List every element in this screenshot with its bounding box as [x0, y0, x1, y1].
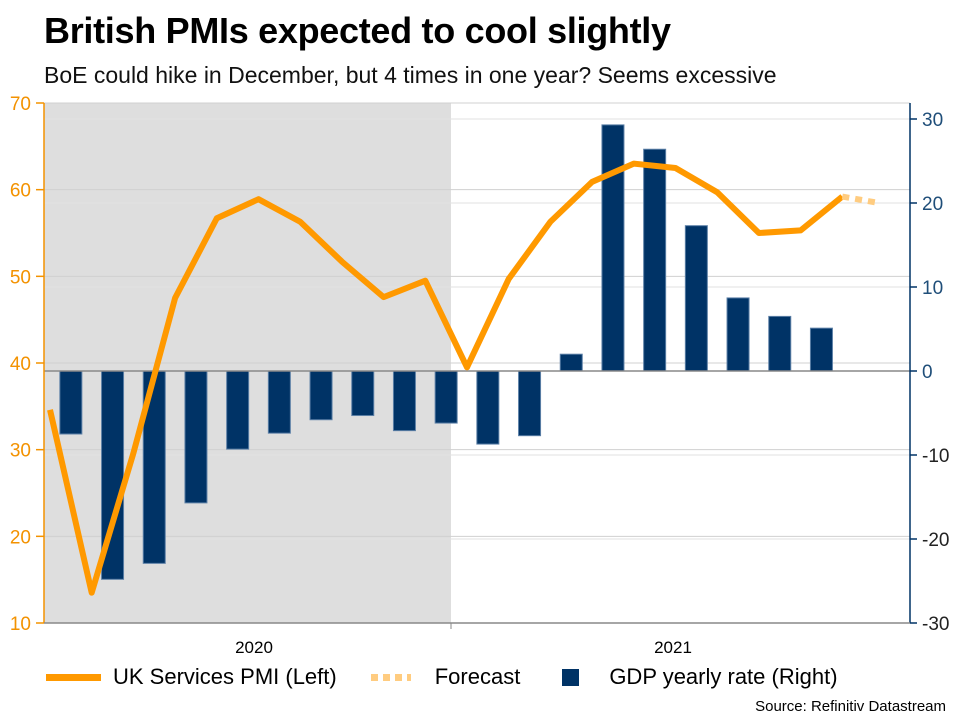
gdp-bar — [809, 327, 833, 372]
legend-swatch-gdp — [562, 668, 580, 686]
forecast-line — [841, 193, 878, 206]
legend-label-pmi: UK Services PMI (Left) — [113, 664, 337, 689]
right-tick-label: 0 — [922, 362, 933, 383]
gdp-bar — [726, 297, 750, 372]
gdp-bar — [768, 315, 792, 372]
right-tick-label: -10 — [922, 446, 949, 467]
x-axis: 2020 2021 — [44, 622, 910, 657]
gdp-bar — [59, 370, 83, 435]
legend-label-forecast: Forecast — [434, 664, 521, 689]
left-tick-label: 50 — [10, 267, 31, 288]
right-tick-label: 10 — [922, 278, 943, 299]
legend-item-pmi: UK Services PMI (Left) — [46, 664, 337, 690]
gdp-bar — [392, 370, 416, 432]
x-tick-label: 2020 — [235, 638, 273, 657]
gdp-bar — [226, 370, 250, 450]
left-tick-label: 70 — [10, 94, 31, 115]
gdp-bar — [267, 370, 291, 434]
left-tick-label: 20 — [10, 527, 31, 548]
gdp-bar — [476, 370, 500, 445]
legend-item-gdp: GDP yearly rate (Right) — [554, 664, 838, 690]
legend-swatch-forecast — [370, 673, 411, 681]
x-tick-label: 2021 — [654, 638, 692, 657]
right-tick-label: 20 — [922, 194, 943, 215]
legend-item-forecast: Forecast — [370, 664, 521, 690]
right-tick-label: -30 — [922, 614, 949, 635]
legend-label-gdp: GDP yearly rate (Right) — [609, 664, 838, 689]
pmi-line — [47, 160, 845, 596]
source-note: Source: Refinitiv Datastream — [755, 698, 946, 715]
gdp-bar — [184, 370, 208, 504]
left-tick-label: 10 — [10, 614, 31, 635]
left-axis: 10 20 30 40 50 60 70 — [10, 94, 45, 635]
gdp-bar — [434, 370, 458, 424]
gdp-bar — [309, 370, 333, 421]
gdp-bar — [684, 225, 708, 372]
gdp-bar — [518, 370, 542, 437]
left-tick-label: 60 — [10, 181, 31, 202]
gdp-bar — [643, 148, 667, 372]
pmi-points — [49, 163, 843, 593]
left-tick-label: 40 — [10, 354, 31, 375]
legend: UK Services PMI (Left) Forecast GDP year… — [46, 664, 872, 690]
gdp-bar — [601, 124, 625, 372]
gdp-bar — [559, 353, 583, 372]
left-tick-label: 30 — [10, 441, 31, 462]
right-tick-label: 30 — [922, 110, 943, 131]
chart-subtitle: BoE could hike in December, but 4 times … — [44, 62, 777, 88]
right-tick-label: -20 — [922, 530, 949, 551]
chart-title: British PMIs expected to cool slightly — [44, 10, 671, 51]
gdp-bar — [351, 370, 375, 417]
right-axis: -30 -20 -10 0 10 20 30 — [909, 103, 949, 635]
legend-swatch-pmi — [46, 673, 101, 681]
gdp-bars — [59, 124, 833, 580]
